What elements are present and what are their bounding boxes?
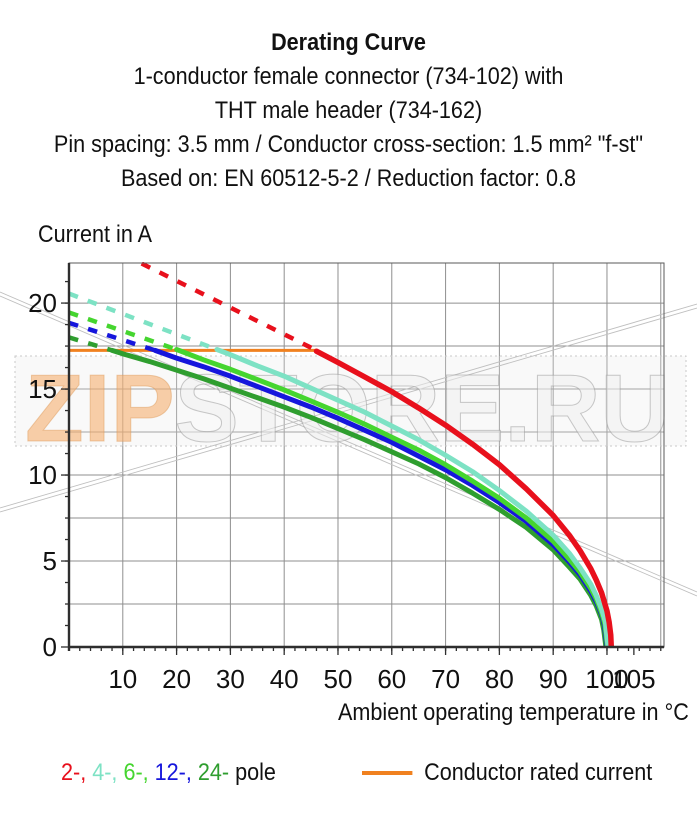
watermark-diagonal (0, 307, 697, 513)
legend-pole-suffix: pole (229, 759, 276, 786)
legend-rated-current: Conductor rated current (362, 759, 652, 787)
legend-pole-4: 4-, (92, 759, 124, 786)
watermark-diagonal (0, 295, 697, 597)
title-line-2: 1-conductor female connector (734-102) w… (133, 63, 564, 90)
watermark-diagonal (0, 291, 697, 593)
curve-dashed-4-pole (69, 291, 218, 352)
curve-dashed-12-pole (69, 320, 156, 353)
y-tick-label: 0 (43, 632, 57, 662)
title-line-4: Pin spacing: 3.5 mm / Conductor cross-se… (53, 131, 644, 158)
title-line-1: Derating Curve (271, 29, 426, 56)
legend-poles: 2-, 4-, 6-, 12-, 24- pole (61, 759, 276, 787)
y-tick-label: 5 (43, 546, 57, 576)
legend-pole-2: 2-, (61, 759, 93, 786)
y-tick-label: 10 (28, 460, 57, 490)
title-line-3: THT male header (734-162) (214, 97, 483, 124)
x-tick-label: 80 (485, 664, 514, 694)
curve-4-pole (214, 346, 611, 648)
x-tick-label: 90 (539, 664, 568, 694)
x-axis-title: Ambient operating temperature in °C (338, 699, 689, 726)
curve-dashed-24-pole (69, 335, 113, 353)
watermark: ZIPSTORE.RU (0, 291, 697, 597)
title-block: Derating Curve 1-conductor female connec… (0, 26, 697, 196)
rated-current-line-swatch (362, 771, 413, 775)
curve-2-pole (313, 348, 615, 648)
x-tick-label: 20 (162, 664, 191, 694)
x-tick-label: 60 (377, 664, 406, 694)
rated-current-label: Conductor rated current (424, 759, 653, 786)
y-tick-label: 20 (28, 288, 57, 318)
legend-pole-24: 24- (197, 759, 230, 786)
x-tick-label: 70 (431, 664, 460, 694)
legend-pole-12: 12-, (154, 759, 198, 786)
curves (69, 262, 615, 648)
x-tick-label: 40 (270, 664, 299, 694)
x-tick-label: 10 (108, 664, 137, 694)
watermark-text: ZIPSTORE.RU (25, 355, 670, 462)
title-line-5: Based on: EN 60512-5-2 / Reduction facto… (120, 165, 577, 192)
curve-dashed-2-pole (140, 262, 318, 353)
legend-pole-6: 6-, (123, 759, 155, 786)
x-tick-label: 50 (324, 664, 353, 694)
y-tick-label: 15 (28, 374, 57, 404)
x-tick-label: 100 (585, 664, 628, 694)
ticks (61, 280, 662, 655)
x-tick-label: 105 (612, 664, 655, 694)
x-tick-label: 30 (216, 664, 245, 694)
y-axis-title: Current in A (38, 221, 153, 248)
